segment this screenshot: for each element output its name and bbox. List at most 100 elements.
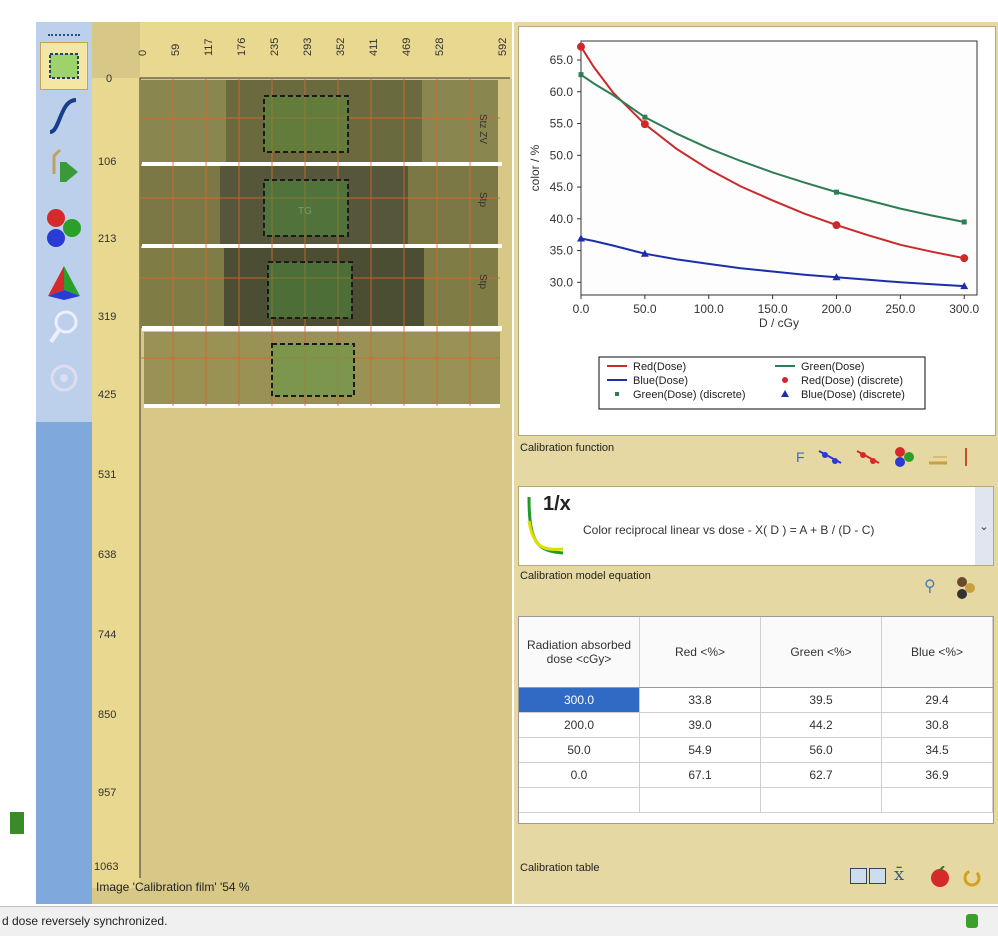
table-cell[interactable]: 0.0 — [519, 762, 640, 788]
ruler-top-label: 592 — [497, 38, 509, 56]
legend-label: Red(Dose) (discrete) — [801, 375, 903, 387]
table-row[interactable]: 300.0 33.8 39.5 29.4 — [519, 687, 993, 713]
prism-tool[interactable] — [40, 258, 88, 306]
settings-tool[interactable] — [40, 354, 88, 402]
rgb-tool[interactable] — [40, 204, 88, 252]
table-cell[interactable]: 44.2 — [760, 712, 882, 738]
rgb-icon[interactable] — [893, 446, 915, 468]
col-header-green[interactable]: Green <%> — [760, 617, 882, 688]
ruler-top-label: 0 — [137, 50, 149, 56]
x-tick-label: 300.0 — [949, 302, 979, 316]
ruler-left-ticks: 0 106 213 319 425 531 638 744 850 957 10… — [94, 73, 118, 873]
ruler-left-label: 957 — [98, 787, 116, 799]
y-tick-label: 55.0 — [550, 117, 574, 131]
x-tick-label: 250.0 — [885, 302, 915, 316]
legend-swatch — [782, 377, 788, 383]
table-cell[interactable]: 39.5 — [760, 687, 882, 713]
ruler-top-label: 411 — [368, 38, 380, 56]
apple-icon[interactable] — [928, 866, 954, 888]
series-line-green-dose- — [580, 73, 965, 223]
col-header-blue[interactable]: Blue <%> — [881, 617, 993, 688]
legend-box — [598, 356, 926, 410]
y-axis-label: color / % — [528, 144, 542, 191]
legend-label: Green(Dose) — [801, 361, 865, 373]
select-roi-tool[interactable] — [40, 42, 88, 90]
table-cell[interactable]: 29.4 — [881, 687, 993, 713]
ruler-top — [140, 22, 512, 78]
table-row-empty[interactable] — [519, 787, 993, 813]
data-point — [577, 42, 585, 51]
formula-f-icon[interactable]: F — [796, 449, 805, 465]
data-point — [578, 72, 584, 78]
ruler-top-label: 235 — [269, 38, 281, 56]
col-header-red[interactable]: Red <%> — [639, 617, 761, 688]
table-cell[interactable]: 62.7 — [760, 762, 882, 788]
data-point — [833, 189, 839, 195]
data-point — [832, 273, 841, 281]
legend-label: Red(Dose) — [633, 361, 686, 373]
data-point — [960, 254, 969, 263]
data-point — [640, 120, 649, 129]
table-row[interactable]: 200.0 39.0 44.2 30.8 — [519, 712, 993, 738]
x-tick-label: 50.0 — [633, 302, 657, 316]
ruler-left-label: 531 — [98, 469, 116, 481]
table-cell[interactable]: 56.0 — [760, 737, 882, 763]
film-image-view[interactable]: 0 59 117 176 235 293 352 411 469 528 592… — [92, 22, 512, 880]
y-tick-label: 65.0 — [550, 53, 574, 67]
table-cell[interactable]: 33.8 — [639, 687, 761, 713]
calibration-chart: 30.0 35.0 40.0 45.0 50.0 55.0 60.0 65.0 0.0 50.0 1… — [518, 26, 996, 436]
search-icon[interactable]: ⚲ — [924, 578, 936, 595]
x-tick-label: 200.0 — [821, 302, 851, 316]
columns-icon[interactable] — [850, 868, 886, 886]
ruler-left-label: 1063 — [94, 861, 118, 873]
y-tick-label: 50.0 — [550, 148, 574, 162]
roi-boxes[interactable] — [263, 95, 355, 397]
table-cell[interactable]: 34.5 — [881, 737, 993, 763]
ruler-icon[interactable] — [927, 447, 949, 467]
table-cell[interactable]: 300.0 — [519, 687, 640, 713]
refresh-icon[interactable] — [962, 868, 982, 888]
ruler-top-label: 352 — [335, 38, 347, 56]
status-bar — [0, 906, 998, 936]
table-cell[interactable]: 67.1 — [639, 762, 761, 788]
data-point — [832, 221, 841, 230]
x-tick-label: 100.0 — [694, 302, 724, 316]
table-cell[interactable]: 36.9 — [881, 762, 993, 788]
table-cell[interactable]: 50.0 — [519, 737, 640, 763]
x-tick-label: 0.0 — [573, 302, 590, 316]
data-point — [961, 219, 967, 225]
table-cell[interactable]: 39.0 — [639, 712, 761, 738]
curve-tool[interactable] — [40, 92, 88, 140]
legend-label: Blue(Dose) (discrete) — [801, 389, 905, 401]
fit-red-icon[interactable] — [855, 447, 881, 467]
y-tick-label: 35.0 — [550, 244, 574, 258]
step-tool[interactable] — [40, 142, 88, 190]
ruler-left-label: 213 — [98, 233, 116, 245]
toolbar-grip[interactable] — [48, 34, 80, 38]
ruler-left-label: 106 — [98, 156, 116, 168]
mean-icon[interactable]: x̄ — [894, 864, 905, 885]
rgb-balls-icon — [47, 209, 81, 247]
table-row[interactable]: 0.0 67.1 62.7 36.9 — [519, 762, 993, 788]
ruler-top-label: 528 — [434, 38, 446, 56]
ruler-top-label: 117 — [203, 38, 215, 56]
legend-label: Green(Dose) (discrete) — [633, 389, 745, 401]
table-cell[interactable]: 30.8 — [881, 712, 993, 738]
rgb-model-icon[interactable] — [954, 576, 978, 600]
magnifier-tool[interactable] — [40, 304, 88, 352]
data-point — [577, 234, 585, 242]
prism-icon — [48, 266, 80, 300]
magnifier-icon — [49, 310, 78, 344]
fit-blue-icon[interactable] — [817, 447, 843, 467]
calibration-function-toolbar: F — [796, 444, 986, 470]
pipe-icon[interactable] — [961, 446, 971, 468]
table-cell[interactable]: 54.9 — [639, 737, 761, 763]
step-forward-icon — [52, 148, 78, 182]
calibration-function-selector[interactable]: 1/x Color reciprocal linear vs dose - X(… — [518, 486, 994, 566]
table-cell[interactable]: 200.0 — [519, 712, 640, 738]
table-row[interactable]: 50.0 54.9 56.0 34.5 — [519, 737, 993, 763]
chevron-down-icon[interactable]: ⌄ — [975, 487, 993, 565]
ruler-left — [92, 78, 140, 888]
left-window-edge — [0, 0, 36, 935]
col-header-dose[interactable]: Radiation absorbed dose <cGy> — [519, 617, 640, 688]
